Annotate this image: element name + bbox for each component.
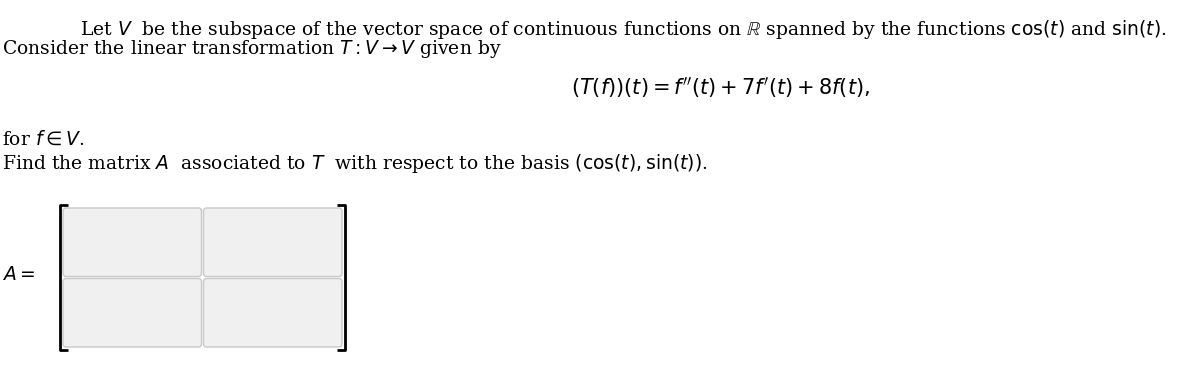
- FancyBboxPatch shape: [64, 208, 202, 276]
- FancyBboxPatch shape: [204, 278, 342, 347]
- FancyBboxPatch shape: [64, 278, 202, 347]
- Text: Let $V$  be the subspace of the vector space of continuous functions on $\mathbb: Let $V$ be the subspace of the vector sp…: [80, 18, 1166, 41]
- Text: Find the matrix $A$  associated to $T$  with respect to the basis $(\cos(t), \si: Find the matrix $A$ associated to $T$ wi…: [2, 152, 708, 175]
- Text: for $f \in V$.: for $f \in V$.: [2, 130, 84, 149]
- Text: Consider the linear transformation $T : V \to V$ given by: Consider the linear transformation $T : …: [2, 38, 502, 60]
- FancyBboxPatch shape: [204, 208, 342, 276]
- Text: $A =$: $A =$: [2, 266, 35, 284]
- Text: $(T(f))(t) = f''(t) + 7f'(t) + 8f(t),$: $(T(f))(t) = f''(t) + 7f'(t) + 8f(t),$: [570, 75, 870, 100]
